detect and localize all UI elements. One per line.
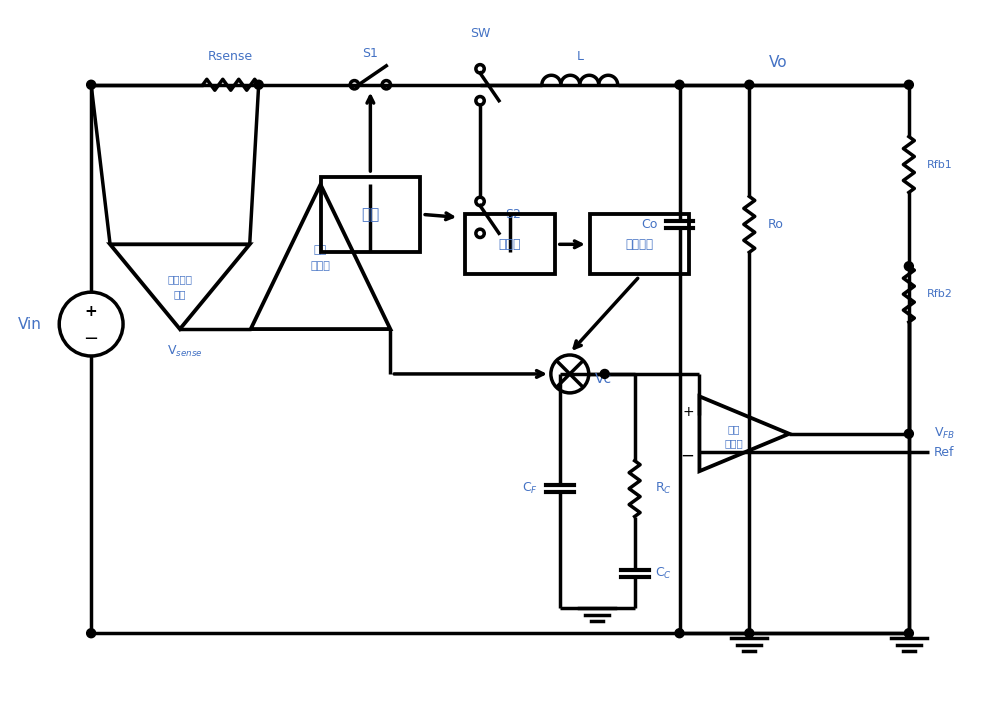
Text: Vc: Vc bbox=[595, 372, 612, 386]
Text: −: − bbox=[681, 447, 694, 464]
Text: Vin: Vin bbox=[17, 316, 41, 331]
Text: R$_C$: R$_C$ bbox=[655, 481, 671, 496]
Text: Rsense: Rsense bbox=[208, 50, 253, 63]
Circle shape bbox=[904, 429, 913, 438]
Text: C$_F$: C$_F$ bbox=[522, 481, 538, 496]
Circle shape bbox=[87, 80, 96, 89]
Text: 电感电流: 电感电流 bbox=[167, 274, 192, 284]
Text: SW: SW bbox=[470, 27, 490, 40]
Bar bbox=[590, 215, 689, 274]
Circle shape bbox=[254, 80, 263, 89]
Text: Rfb2: Rfb2 bbox=[927, 289, 953, 299]
Circle shape bbox=[675, 629, 684, 638]
Text: L: L bbox=[576, 50, 583, 63]
Circle shape bbox=[745, 80, 754, 89]
Circle shape bbox=[745, 629, 754, 638]
Text: 采样: 采样 bbox=[174, 290, 186, 299]
Text: +: + bbox=[85, 304, 98, 319]
Circle shape bbox=[87, 629, 96, 638]
Text: V$_{FB}$: V$_{FB}$ bbox=[934, 426, 955, 441]
Text: Rfb1: Rfb1 bbox=[927, 159, 953, 169]
Text: 放大器: 放大器 bbox=[724, 438, 743, 447]
Text: C$_C$: C$_C$ bbox=[655, 566, 671, 581]
Circle shape bbox=[904, 629, 913, 638]
Text: 脉冲: 脉冲 bbox=[314, 245, 327, 255]
Bar bbox=[465, 215, 555, 274]
Text: Ref: Ref bbox=[934, 446, 954, 459]
Text: 误差: 误差 bbox=[727, 424, 740, 434]
Text: 振荡器: 振荡器 bbox=[499, 238, 521, 251]
Bar bbox=[320, 177, 420, 252]
Text: Ro: Ro bbox=[767, 218, 783, 231]
Text: 调制器: 调制器 bbox=[311, 261, 330, 270]
Text: +: + bbox=[683, 405, 694, 419]
Text: Co: Co bbox=[641, 218, 658, 231]
Text: S2: S2 bbox=[505, 208, 521, 221]
Circle shape bbox=[904, 262, 913, 270]
Text: 补偿斜坡: 补偿斜坡 bbox=[626, 238, 654, 251]
Text: 逻辑: 逻辑 bbox=[361, 207, 379, 222]
Text: −: − bbox=[84, 330, 99, 348]
Text: V$_{sense}$: V$_{sense}$ bbox=[167, 344, 203, 359]
Circle shape bbox=[600, 370, 609, 379]
Text: S1: S1 bbox=[362, 47, 378, 59]
Circle shape bbox=[904, 80, 913, 89]
Circle shape bbox=[675, 80, 684, 89]
Text: Vo: Vo bbox=[769, 55, 788, 70]
